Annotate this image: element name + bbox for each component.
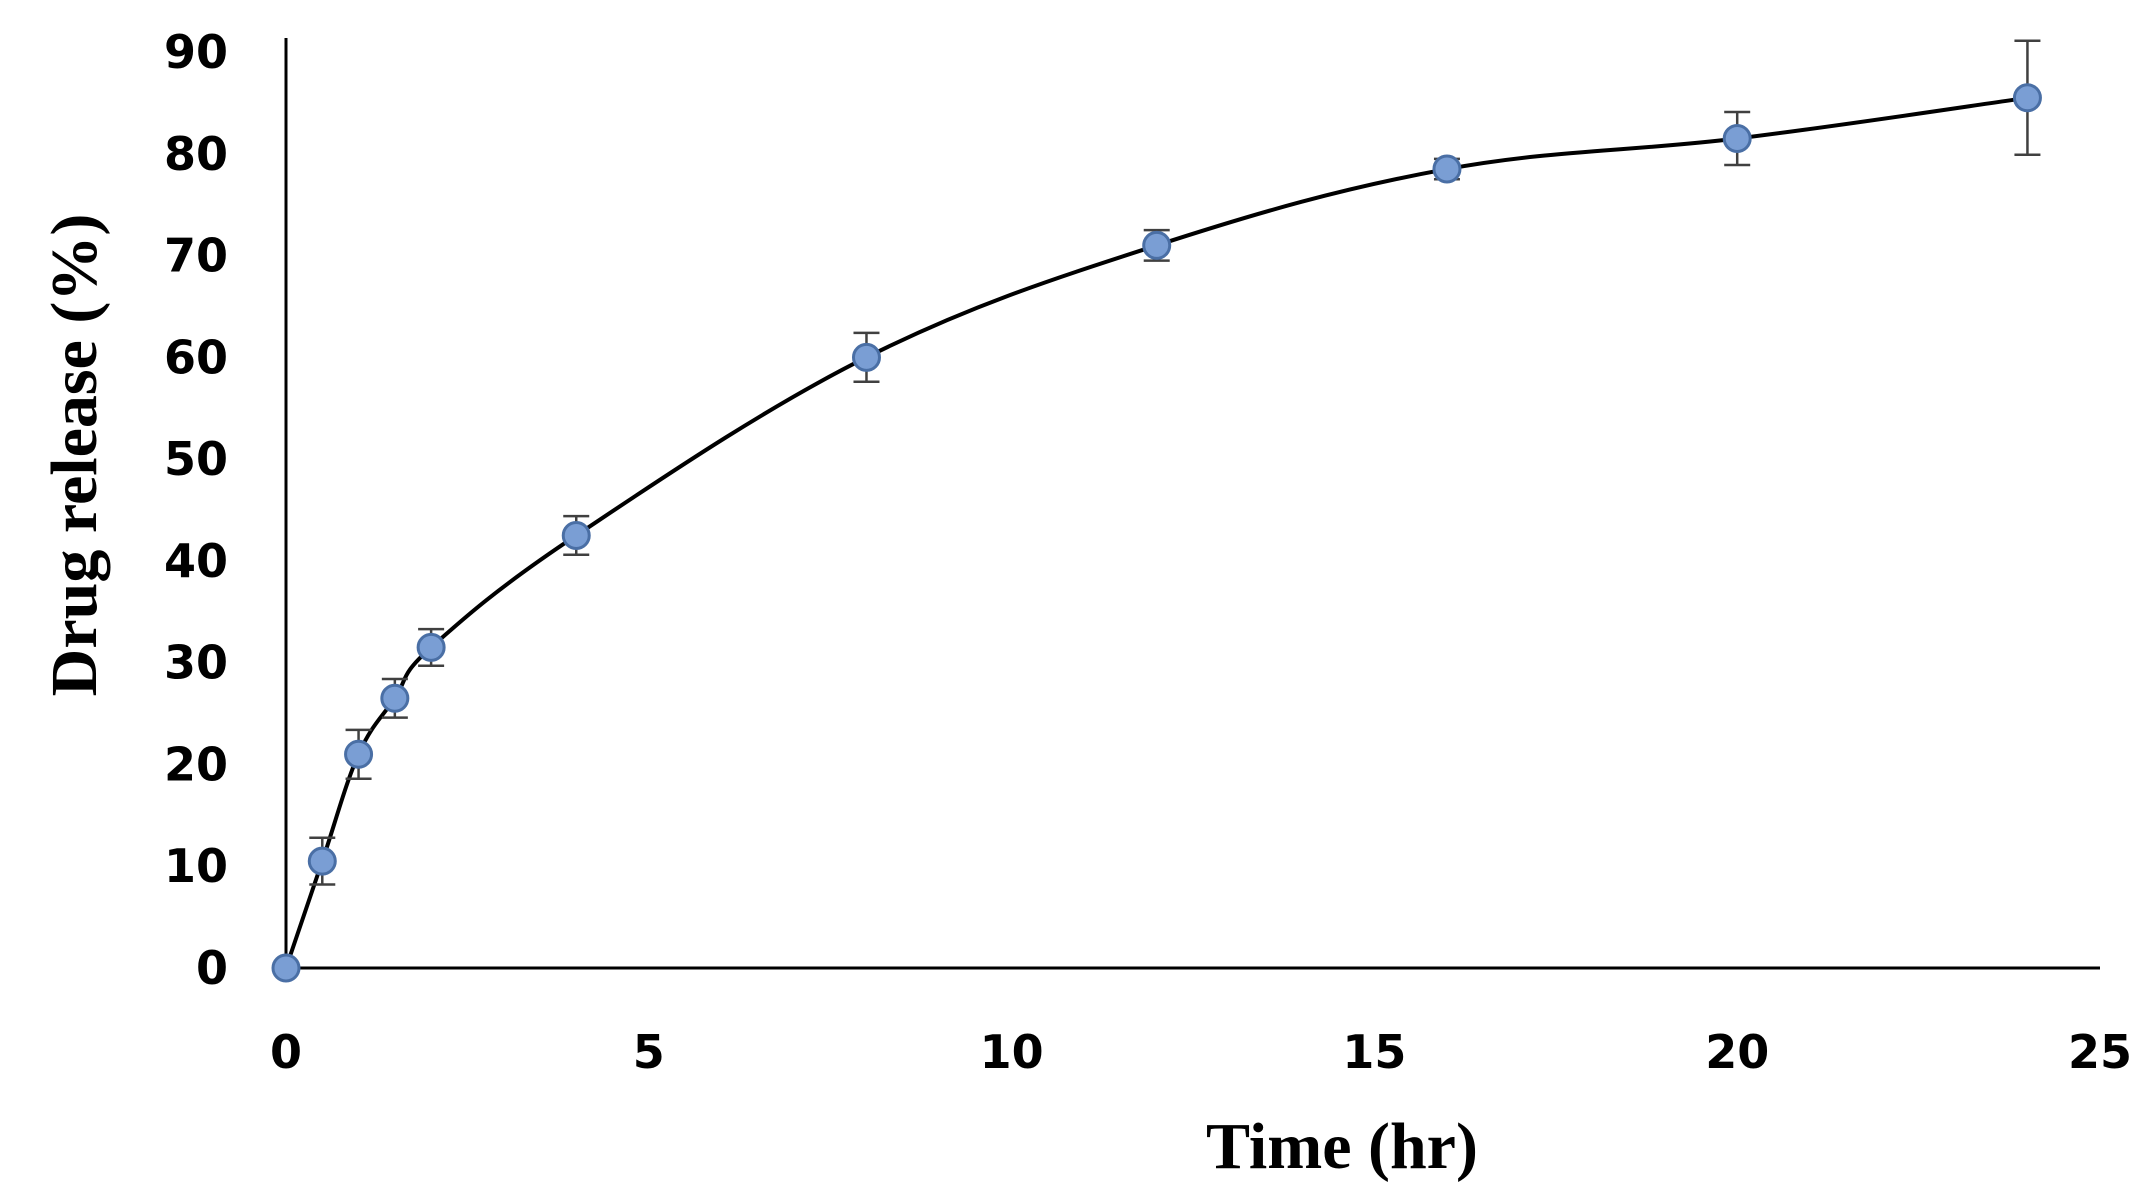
x-tick-label: 20 (1705, 1025, 1769, 1079)
y-axis-title: Drug release (%) (38, 214, 111, 697)
data-point (380, 683, 410, 713)
y-tick-label: 50 (164, 432, 228, 486)
x-axis-title: Time (hr) (1206, 1110, 1478, 1183)
x-tick-label: 15 (1342, 1025, 1406, 1079)
tick-labels: 0 5 10 15 20 25 0 10 20 30 40 50 60 70 80 90 (164, 25, 2132, 1079)
error-bars (309, 39, 2041, 886)
series-line (284, 95, 2028, 969)
data-point (561, 520, 591, 550)
x-tick-label: 5 (633, 1025, 665, 1079)
data-points (271, 83, 2042, 983)
data-point (2012, 83, 2042, 113)
y-tick-label: 80 (164, 127, 228, 181)
y-tick-label: 60 (164, 330, 228, 384)
axes (284, 38, 2100, 970)
data-point (1722, 124, 1752, 154)
data-point (1432, 154, 1462, 184)
y-tick-label: 40 (164, 534, 228, 588)
series-path (284, 95, 2028, 969)
data-point (1142, 230, 1172, 260)
x-tick-label: 0 (270, 1025, 302, 1079)
data-point (344, 739, 374, 769)
y-tick-label: 30 (164, 636, 228, 690)
data-point (271, 953, 301, 983)
data-point (307, 846, 337, 876)
x-tick-label: 10 (980, 1025, 1044, 1079)
x-tick-label: 25 (2068, 1025, 2132, 1079)
data-point (416, 632, 446, 662)
y-tick-label: 70 (164, 229, 228, 283)
y-tick-label: 0 (196, 941, 228, 995)
y-tick-label: 20 (164, 737, 228, 791)
y-tick-label: 90 (164, 25, 228, 79)
data-point (851, 342, 881, 372)
y-tick-label: 10 (164, 839, 228, 893)
